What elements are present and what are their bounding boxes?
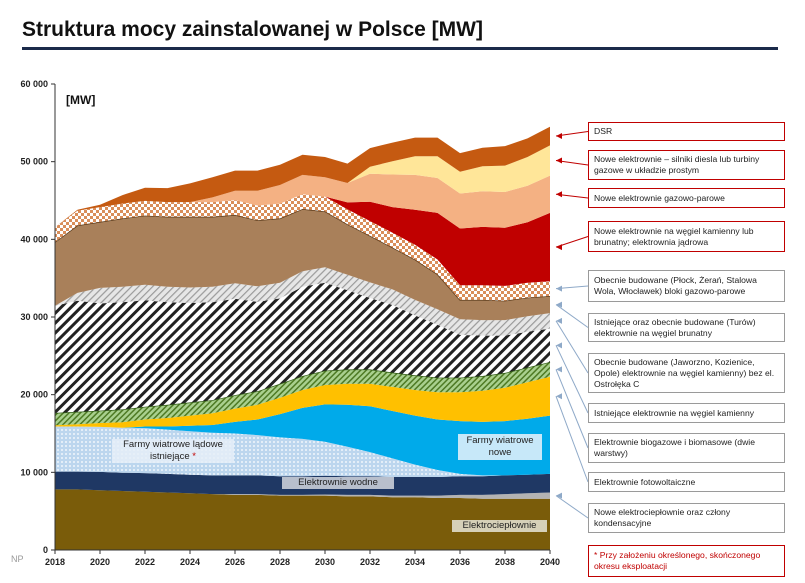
x-tick-label: 2020 (90, 557, 110, 567)
area-series-13 (55, 173, 550, 229)
legend-callout: Nowe elektrownie gazowo-parowe (588, 188, 785, 208)
area-series-8 (55, 282, 550, 413)
callout-arrowhead (556, 393, 562, 400)
footer-mark: NP (11, 554, 24, 564)
axes (54, 84, 550, 551)
y-tick-label: 40 000 (20, 234, 48, 244)
legend-callout: Istniejące oraz obecnie budowane (Turów)… (588, 313, 785, 342)
area-series-1 (55, 489, 550, 550)
x-tick-label: 2026 (225, 557, 245, 567)
y-tick-label: 20 000 (20, 390, 48, 400)
x-tick-label: 2022 (135, 557, 155, 567)
legend-callout: Istniejące elektrownie na węgiel kamienn… (588, 403, 785, 423)
label-wind-existing-mark: * (192, 451, 196, 462)
callout-arrow (555, 396, 589, 483)
area-series-10 (55, 209, 550, 321)
area-series-12 (55, 194, 550, 286)
legend-callout: DSR (588, 122, 785, 141)
x-tick-label: 2028 (270, 557, 290, 567)
area-series-14 (55, 145, 550, 228)
y-tick-label: 60 000 (20, 79, 48, 89)
callout-arrowhead (556, 342, 562, 349)
callout-arrows (555, 131, 589, 519)
label-hydro: Elektrownie wodne (282, 477, 394, 489)
legend-callout: Elektrownie biogazowe i biomasowe (dwie … (588, 433, 785, 463)
area-series-6 (55, 376, 550, 428)
y-tick-label: 30 000 (20, 312, 48, 322)
label-wind-existing-text: Farmy wiatrowe lądowe istniejące (123, 439, 223, 462)
y-tick-label: 50 000 (20, 157, 48, 167)
callout-arrowhead (556, 285, 562, 292)
legend-callout: Elektrownie fotowoltaiczne (588, 472, 785, 492)
unit-label: [MW] (66, 93, 95, 107)
callout-arrowhead (556, 133, 562, 140)
callout-arrowhead (556, 301, 562, 308)
callout-arrow (555, 369, 589, 449)
callout-arrowhead (556, 157, 562, 164)
legend-callout: Nowe elektrociepłownie oraz człony konde… (588, 503, 785, 533)
y-tick-label: 10 000 (20, 467, 48, 477)
callout-arrowhead (556, 191, 562, 198)
title-rule (22, 47, 778, 50)
area-series-7 (55, 362, 550, 426)
area-series-2 (55, 489, 550, 499)
x-tick-label: 2038 (495, 557, 515, 567)
callout-arrow (555, 320, 589, 374)
callout-arrow (555, 304, 589, 328)
legend-callout: Obecnie budowane (Płock, Żerań, Stalowa … (588, 270, 785, 302)
area-series-15 (55, 126, 550, 228)
footnote-box: * Przy założeniu określonego, skończoneg… (588, 545, 785, 577)
callout-arrowhead (556, 244, 562, 251)
callout-arrow (555, 495, 589, 519)
y-axis-ticks: 0 10 000 20 000 30 000 40 000 50 000 60 000 (20, 79, 55, 555)
label-wind-new: Farmy wiatrowe nowe (458, 434, 542, 460)
legend-callout: Nowe elektrownie – silniki diesla lub tu… (588, 150, 785, 180)
x-tick-label: 2018 (45, 557, 65, 567)
x-tick-label: 2030 (315, 557, 335, 567)
chart-title: Struktura mocy zainstalowanej w Polsce [… (22, 18, 483, 41)
x-axis-ticks: 2018 2020 2022 2024 2026 2028 2030 2032 2034 2036… (45, 550, 560, 567)
callout-arrow (555, 345, 589, 414)
callout-arrowhead (556, 317, 562, 324)
x-tick-label: 2036 (450, 557, 470, 567)
legend-callout: Obecnie budowane (Jaworzno, Kozienice, O… (588, 353, 785, 393)
callout-arrowhead (556, 492, 562, 499)
callout-arrowhead (556, 366, 562, 373)
area-series-9 (55, 267, 550, 336)
x-tick-label: 2032 (360, 557, 380, 567)
x-tick-label: 2034 (405, 557, 425, 567)
label-chp: Elektrociepłownie (452, 520, 547, 532)
x-tick-label: 2040 (540, 557, 560, 567)
x-tick-label: 2024 (180, 557, 200, 567)
y-tick-label: 0 (43, 545, 48, 555)
area-series-11 (55, 194, 550, 301)
area-series-5 (55, 404, 550, 476)
label-wind-existing: Farmy wiatrowe lądowe istniejące * (112, 439, 234, 463)
legend-callout: Nowe elektrownie na węgiel kamienny lub … (588, 221, 785, 252)
